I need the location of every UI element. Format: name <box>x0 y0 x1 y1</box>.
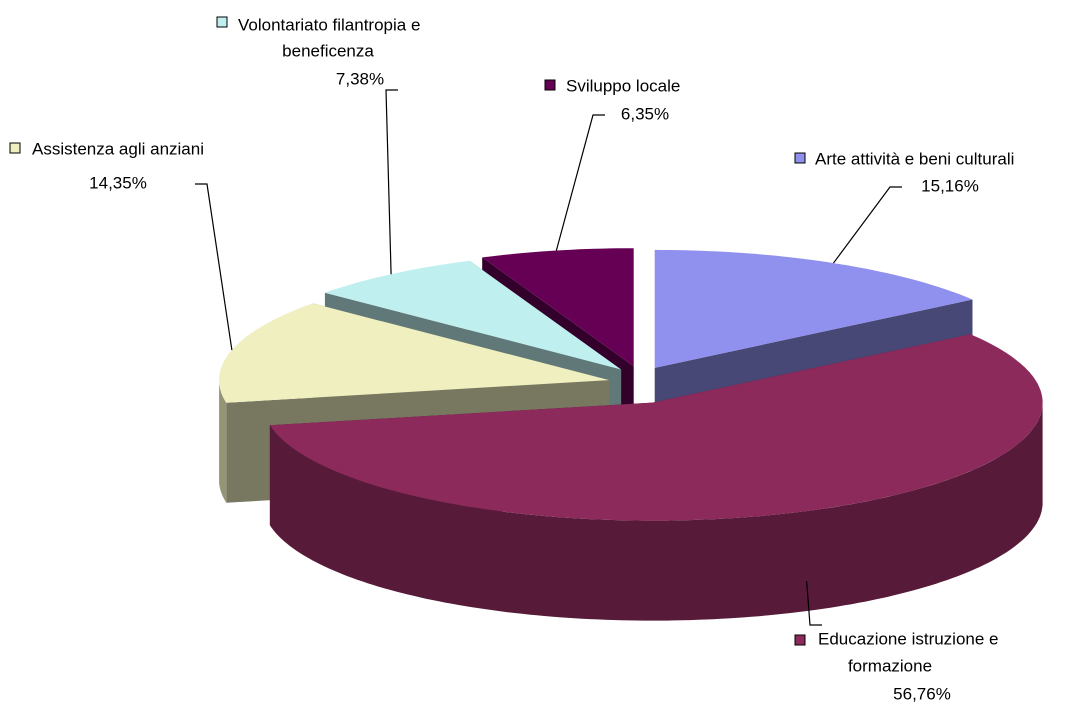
legend-marker <box>9 142 21 154</box>
value-label: 6,35% <box>621 104 669 123</box>
leader-line <box>195 183 233 351</box>
label-line: formazione <box>848 656 932 675</box>
value-label: 7,38% <box>336 69 384 88</box>
leader-line <box>806 581 822 626</box>
value-label: 56,76% <box>893 684 951 703</box>
slice-top <box>269 334 1043 521</box>
legend-marker <box>794 634 806 646</box>
category-label: Assistenza agli anziani <box>32 139 204 158</box>
leader-line <box>385 89 398 275</box>
label-line: Arte attività e beni culturali <box>815 149 1014 168</box>
slice <box>269 334 1043 621</box>
label-line: Educazione istruzione e <box>818 629 999 648</box>
label-line: Volontariato filantropia e <box>238 15 420 34</box>
slice-top <box>654 249 973 368</box>
category-label: Volontariato filantropia e beneficenza <box>238 15 420 60</box>
category-label: Sviluppo locale <box>566 76 680 95</box>
legend-marker <box>794 152 806 164</box>
category-label: Arte attività e beni culturali <box>815 149 1014 168</box>
legend-marker <box>544 79 556 91</box>
label-line: Assistenza agli anziani <box>32 139 204 158</box>
leader-line <box>555 114 605 251</box>
slice-top <box>482 248 634 367</box>
slice-top <box>324 260 622 370</box>
category-label: Educazione istruzione e formazione <box>818 629 999 675</box>
legend-marker <box>216 16 228 28</box>
leader-line <box>832 186 902 264</box>
slice-top <box>219 303 610 403</box>
label-line: beneficenza <box>282 41 374 60</box>
slice-side <box>219 380 227 503</box>
value-label: 15,16% <box>921 176 979 195</box>
label-line: Sviluppo locale <box>566 76 680 95</box>
value-label: 14,35% <box>89 173 147 192</box>
slice-side <box>269 402 1043 621</box>
